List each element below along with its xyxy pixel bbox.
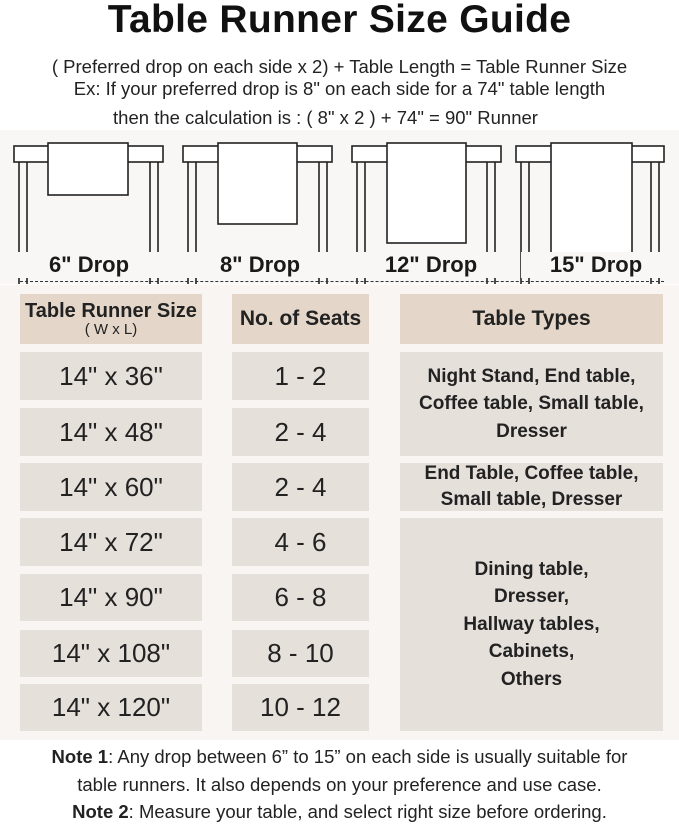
page-title: Table Runner Size Guide (107, 0, 572, 41)
seats-cell: 6 - 8 (232, 574, 369, 621)
types-cell: Night Stand, End table, Coffee table, Sm… (400, 352, 663, 456)
divider (20, 281, 664, 282)
size-cell: 14" x 90" (20, 574, 202, 621)
header-types: Table Types (400, 294, 663, 344)
drop-label-15: 15" Drop (521, 252, 671, 278)
table-6in-drop-icon (13, 142, 164, 284)
header-size-label: Table Runner Size (25, 299, 197, 322)
size-cell: 14" x 60" (20, 463, 202, 511)
size-cell: 14" x 36" (20, 352, 202, 400)
note-2-label: Note 2 (72, 801, 129, 822)
table-8in-drop-icon (182, 142, 333, 284)
example-line-1: Ex: If your preferred drop is 8" on each… (73, 78, 606, 99)
types-cell: End Table, Coffee table, Small table, Dr… (400, 463, 663, 511)
seats-cell: 8 - 10 (232, 630, 369, 677)
seats-cell: 2 - 4 (232, 463, 369, 511)
header-size: Table Runner Size ( W x L) (20, 294, 202, 344)
seats-cell: 10 - 12 (232, 684, 369, 731)
header-size-sub: ( W x L) (84, 320, 138, 338)
note-1-text: : Any drop between 6” to 15” on each sid… (108, 746, 628, 767)
seats-cell: 2 - 4 (232, 408, 369, 456)
formula-text: ( Preferred drop on each side x 2) + Tab… (51, 56, 628, 77)
drop-label-6: 6" Drop (14, 252, 164, 278)
table-12in-drop-icon (351, 142, 502, 284)
note-1-label: Note 1 (51, 746, 109, 767)
size-table: Table Runner Size ( W x L) No. of Seats … (0, 285, 679, 740)
size-cell: 14" x 48" (20, 408, 202, 456)
size-cell: 14" x 108" (20, 630, 202, 677)
note-2-text: : Measure your table, and select right s… (128, 801, 607, 822)
seats-cell: 4 - 6 (232, 518, 369, 566)
note-1-cont: table runners. It also depends on your p… (77, 774, 602, 795)
seats-cell: 1 - 2 (232, 352, 369, 400)
drop-label-8: 8" Drop (185, 252, 335, 278)
types-cell: Dining table, Dresser, Hallway tables, C… (400, 518, 663, 731)
example-line-2: then the calculation is : ( 8" x 2 ) + 7… (113, 107, 538, 128)
table-runner-drop-diagram (13, 142, 665, 284)
size-cell: 14" x 72" (20, 518, 202, 566)
header-seats: No. of Seats (232, 294, 369, 344)
size-cell: 14" x 120" (20, 684, 202, 731)
drop-label-12: 12" Drop (356, 252, 506, 278)
note-1: Note 1: Any drop between 6” to 15” on ea… (0, 746, 679, 768)
note-2: Note 2: Measure your table, and select r… (0, 801, 679, 823)
